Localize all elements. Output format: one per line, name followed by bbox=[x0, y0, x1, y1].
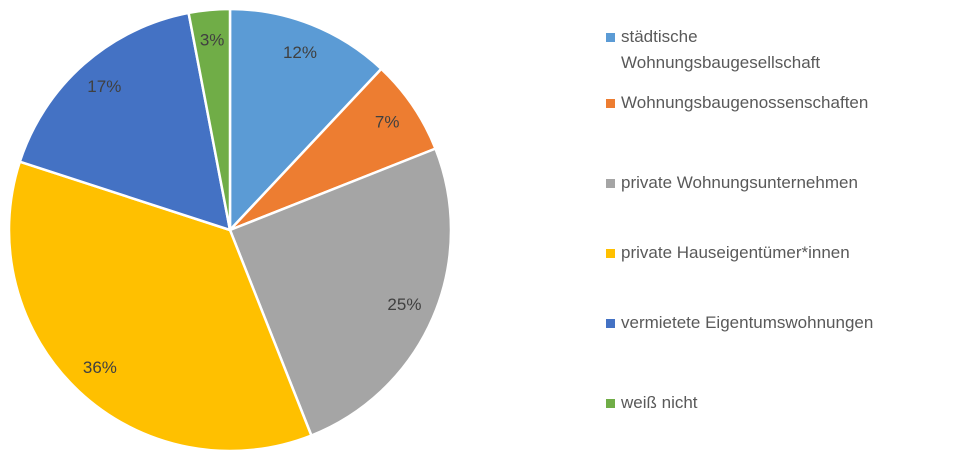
data-label: 36% bbox=[83, 358, 117, 377]
legend-label: private Wohnungsunternehmen bbox=[621, 173, 858, 192]
legend-item: private Wohnungsunternehmen bbox=[606, 170, 946, 196]
legend-item: private Hauseigentümer*innen bbox=[606, 240, 946, 266]
data-label: 12% bbox=[283, 43, 317, 62]
pie-slice bbox=[228, 7, 384, 234]
legend-swatch bbox=[606, 399, 615, 408]
legend-label: weiß nicht bbox=[621, 393, 698, 412]
data-label: 7% bbox=[375, 113, 400, 132]
pie-slice bbox=[187, 7, 232, 231]
legend-swatch bbox=[606, 99, 615, 108]
legend-label: Wohnungsbaugenossenschaften bbox=[621, 93, 869, 112]
data-label: 25% bbox=[387, 295, 421, 314]
pie-slice bbox=[228, 147, 453, 438]
legend-item: vermietete Eigentumswohnungen bbox=[606, 310, 946, 336]
pie-slice bbox=[7, 160, 313, 453]
data-label: 3% bbox=[200, 30, 225, 49]
legend-swatch bbox=[606, 249, 615, 258]
legend-item: Wohnungsbaugenossenschaften bbox=[606, 90, 946, 116]
legend-swatch bbox=[606, 319, 615, 328]
legend-item: weiß nicht bbox=[606, 390, 946, 416]
legend-label: vermietete Eigentumswohnungen bbox=[621, 313, 874, 332]
legend-label: städtische Wohnungsbaugesellschaft bbox=[621, 27, 821, 72]
legend-swatch bbox=[606, 179, 615, 188]
legend-swatch bbox=[606, 33, 615, 42]
legend-label: private Hauseigentümer*innen bbox=[621, 243, 850, 262]
legend-item: städtische Wohnungsbaugesellschaft bbox=[606, 24, 946, 76]
data-label: 17% bbox=[87, 77, 121, 96]
pie-slice bbox=[18, 11, 232, 232]
